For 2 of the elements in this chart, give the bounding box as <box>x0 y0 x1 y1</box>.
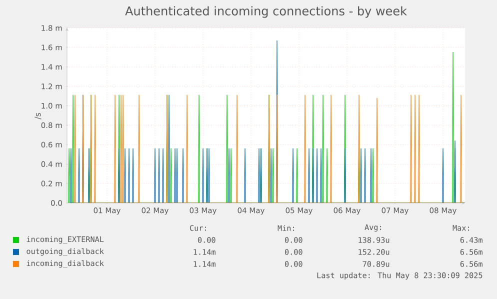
chart-title: Authenticated incoming connections - by week <box>125 6 407 18</box>
y-axis-title: /s <box>34 112 42 120</box>
